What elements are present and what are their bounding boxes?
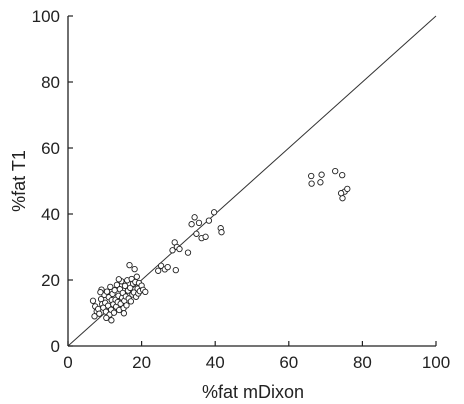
scatter-point [126,261,133,269]
scatter-point [113,281,121,289]
scatter-point [218,229,225,236]
scatter-point [115,276,122,283]
scatter-point [108,317,115,324]
scatter-point [121,282,129,290]
x-tick-label: 20 [132,353,151,372]
scatter-point [344,185,351,193]
x-tick-label: 40 [206,353,225,372]
scatter-point [172,266,179,274]
y-tick-label: 60 [41,139,60,158]
x-axis-label: %fat mDixon [202,382,304,402]
scatter-point [195,219,203,227]
scatter-point [308,180,315,187]
scatter-point [142,288,149,296]
scatter-point [308,172,315,180]
scatter-point [176,245,183,253]
scatter-point [337,190,345,197]
scatter-point [89,297,97,304]
scatter-point [339,171,346,179]
scatter-point [157,262,165,269]
scatter-point [96,310,103,317]
tick-labels: 0 20 40 60 80 100 0 20 40 60 80 100 [32,7,451,372]
scatter-point [123,302,130,309]
scatter-point [120,310,128,317]
scatter-point [107,283,114,291]
scatter-point [133,273,140,280]
scatter-point [127,284,134,292]
y-tick-label: 20 [41,271,60,290]
scatter-point [205,217,213,224]
y-tick-label: 40 [41,205,60,224]
scatter-point [155,267,162,274]
scatter-point [164,263,171,271]
scatter-point [127,298,135,305]
scatter-point [193,230,200,237]
y-tick-label: 0 [51,337,60,356]
y-axis-label: %fat T1 [9,150,29,212]
scatter-point [111,287,118,294]
y-tick-label: 100 [32,7,60,26]
x-tick-label: 60 [279,353,298,372]
x-tick-label: 0 [63,353,72,372]
scatter-point [103,314,110,322]
scatter-point [317,179,324,186]
scatter-point [191,214,198,221]
scatter-point [188,221,195,228]
x-tick-label: 80 [353,353,372,372]
scatter-point [202,233,209,240]
scatter-point [91,313,98,320]
scatter-point [210,209,218,216]
scatter-point [169,247,176,254]
scatter-point [103,288,111,295]
scatter-point [318,171,325,178]
y-tick-label: 80 [41,73,60,92]
scatter-point [332,167,339,175]
scatter-point [110,309,118,316]
scatter-points [89,167,351,324]
scatter-point [131,265,138,273]
scatter-point [97,289,104,296]
scatter-point [184,249,192,256]
axes [67,15,437,347]
x-tick-label: 100 [422,353,450,372]
